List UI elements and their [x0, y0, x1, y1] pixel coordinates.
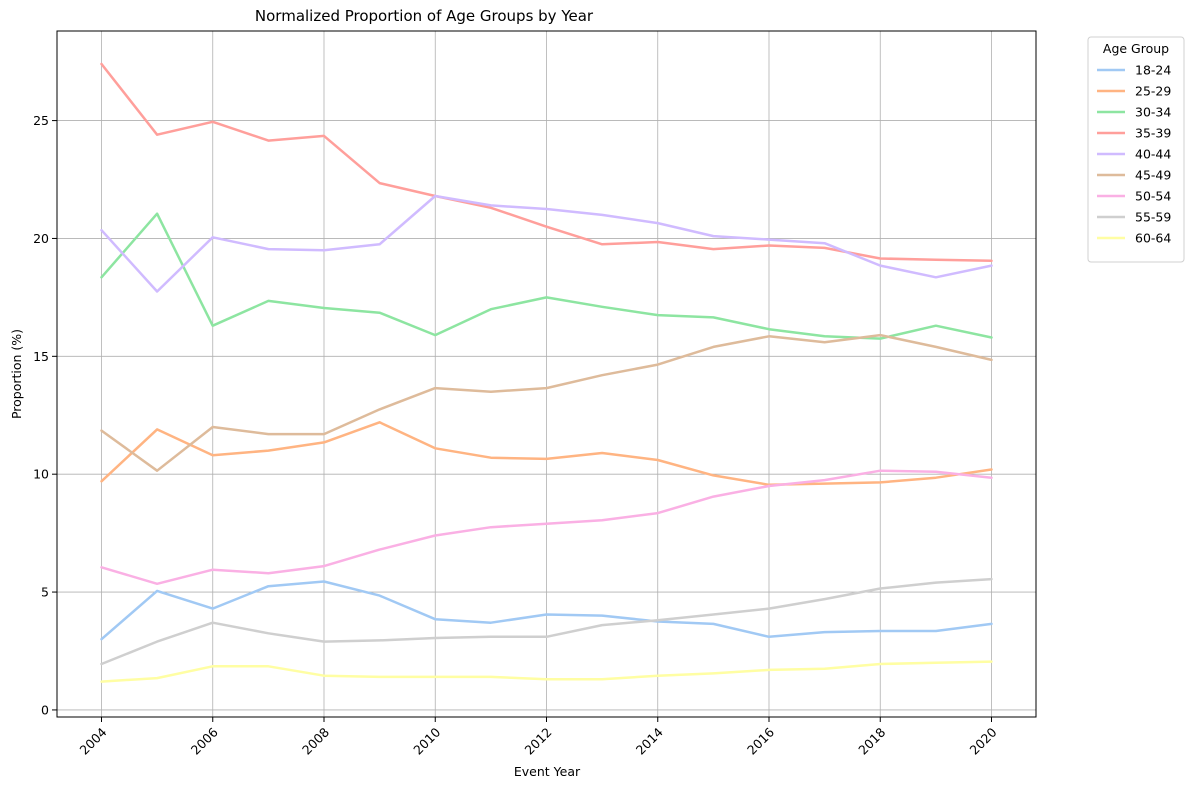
legend-label-55-59: 55-59	[1135, 210, 1171, 225]
y-tick-label: 20	[33, 231, 49, 246]
x-tick-label: 2014	[633, 724, 666, 757]
x-tick-label: 2006	[188, 724, 221, 757]
x-tick-label: 2012	[522, 725, 555, 758]
x-tick-label: 2018	[855, 724, 888, 757]
series-line-50-54	[100, 469, 993, 586]
legend-label-30-34: 30-34	[1135, 105, 1171, 120]
legend-label-18-24: 18-24	[1135, 63, 1171, 78]
series-line-40-44	[100, 194, 993, 293]
y-tick-label: 10	[33, 467, 49, 482]
x-tick-label: 2020	[967, 724, 1000, 757]
legend-label-40-44: 40-44	[1135, 147, 1171, 162]
x-tick-label: 2016	[744, 724, 777, 757]
series-line-60-64	[100, 660, 993, 683]
legend-label-60-64: 60-64	[1135, 231, 1171, 246]
series-line-55-59	[100, 577, 993, 666]
grid-lines	[57, 31, 1036, 717]
series-line-30-34	[100, 212, 993, 340]
legend-label-50-54: 50-54	[1135, 189, 1171, 204]
y-tick-label: 25	[33, 113, 49, 128]
legend-label-45-49: 45-49	[1135, 168, 1171, 183]
y-axis-label: Proportion (%)	[9, 329, 24, 419]
y-tick-label: 0	[41, 702, 49, 717]
x-axis-ticks: 2004 2006 2008 2010 2012 2014 2016 2018 2020	[77, 717, 1000, 758]
series-lines	[100, 62, 993, 683]
legend-frame	[1087, 36, 1185, 263]
chart-title: Normalized Proportion of Age Groups by Y…	[255, 7, 594, 25]
legend-label-35-39: 35-39	[1135, 126, 1171, 141]
legend-title: Age Group	[1103, 41, 1169, 56]
x-axis-label: Event Year	[514, 764, 581, 779]
series-line-25-29	[100, 421, 993, 487]
y-tick-label: 15	[33, 349, 49, 364]
y-axis-ticks: 0 5 10 15 20 25	[33, 113, 57, 717]
y-tick-label: 5	[41, 585, 49, 600]
x-tick-label: 2004	[77, 724, 110, 757]
series-line-45-49	[100, 333, 993, 472]
x-tick-label: 2010	[410, 724, 443, 757]
series-line-18-24	[100, 580, 993, 641]
legend-label-25-29: 25-29	[1135, 84, 1171, 99]
x-tick-label: 2008	[299, 724, 332, 757]
legend: Age Group 18-24 25-29 30-34 35-39 40-44 45-49…	[1087, 36, 1185, 263]
